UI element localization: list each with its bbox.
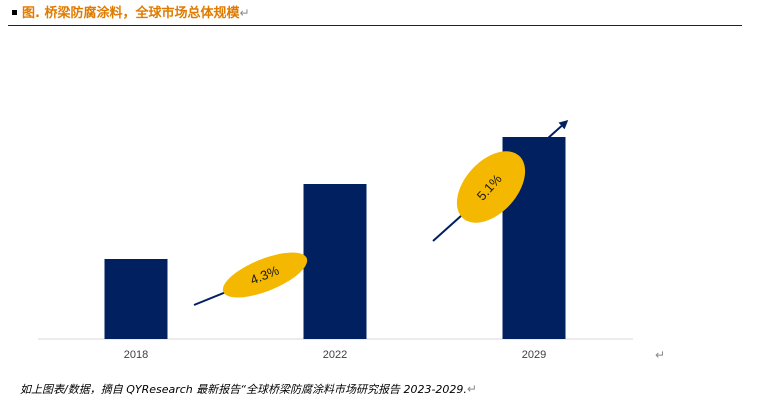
growth-annotation: 4.3%: [193, 252, 308, 306]
bar-2022: [303, 184, 367, 339]
source-note-text: 如上图表/数据，摘自 QYResearch 最新报告“全球桥梁防腐涂料市场研究报…: [20, 383, 467, 396]
chart-title-text: 图. 桥梁防腐涂料，全球市场总体规模: [22, 6, 240, 21]
title-bullet: [12, 10, 17, 15]
bar-2018: [104, 259, 168, 339]
growth-rate-ellipse: [222, 252, 308, 298]
x-tick-label: 2018: [124, 349, 148, 361]
chart-title: 图. 桥梁防腐涂料，全球市场总体规模↵: [22, 4, 250, 23]
paragraph-mark-icon: ↵: [466, 382, 477, 396]
x-tick-label: 2029: [522, 349, 546, 361]
growth-annotation: 5.1%: [432, 119, 569, 242]
chart-title-bar: 图. 桥梁防腐涂料，全球市场总体规模↵: [8, 4, 742, 26]
x-tick-label: 2022: [323, 349, 347, 361]
paragraph-mark-icon: ↵: [239, 6, 250, 20]
source-note: 如上图表/数据，摘自 QYResearch 最新报告“全球桥梁防腐涂料市场研究报…: [20, 382, 477, 397]
paragraph-mark-icon: ↵: [655, 348, 666, 362]
growth-rate-ellipse: [456, 151, 526, 223]
